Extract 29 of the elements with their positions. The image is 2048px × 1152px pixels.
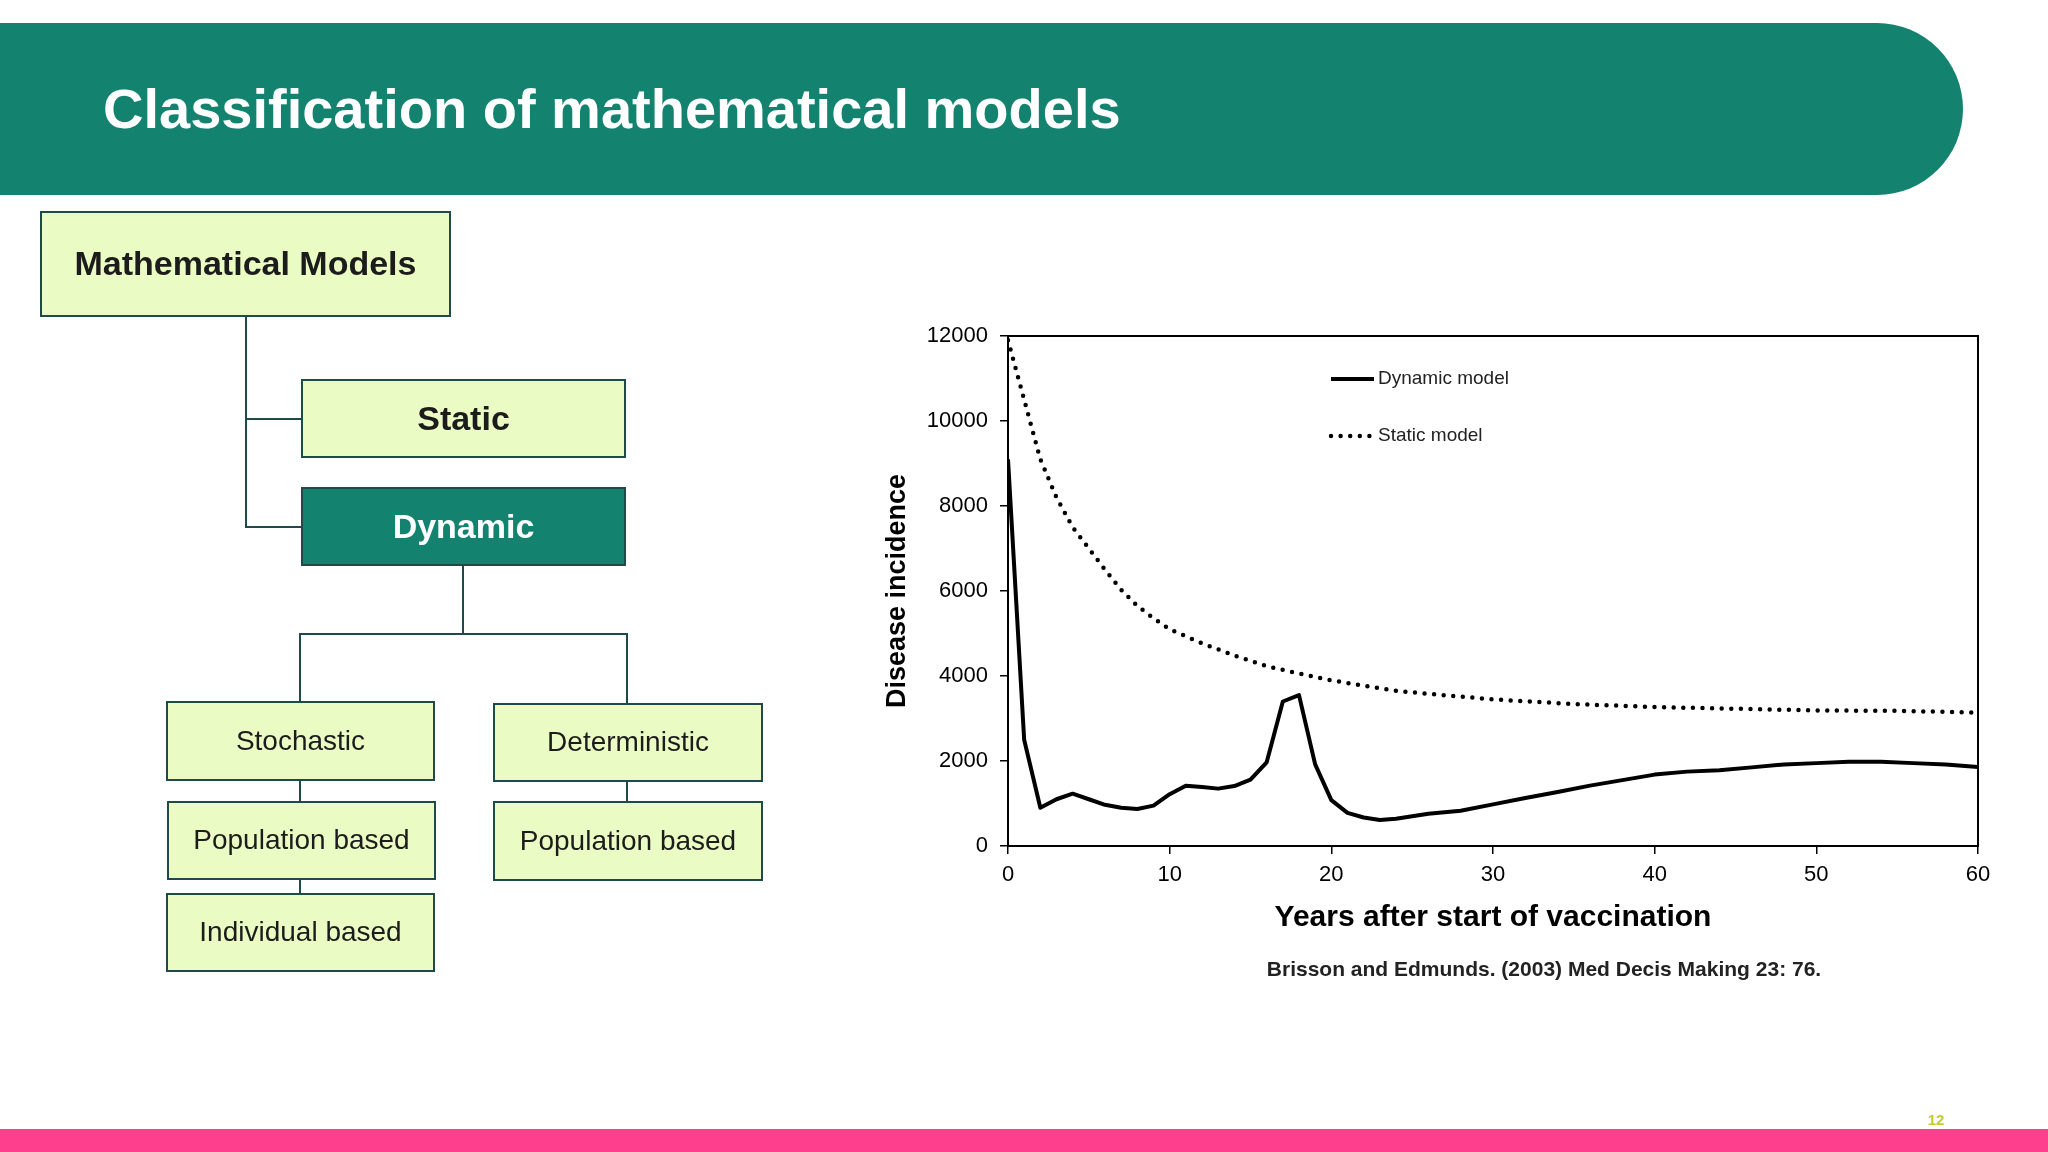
text: Stochastic xyxy=(235,724,366,758)
text: Individual based xyxy=(199,916,402,949)
x-tick-label: 20 xyxy=(1319,861,1344,887)
y-tick-label: 10000 xyxy=(926,407,988,433)
text: Population based xyxy=(519,824,737,858)
y-tick-label: 2000 xyxy=(939,747,988,773)
text: Mathematical Models xyxy=(74,244,417,284)
text: Classification of mathematical models xyxy=(103,77,1121,142)
y-tick-label: 4000 xyxy=(939,662,988,688)
x-tick-label: 60 xyxy=(1965,861,1991,887)
x-tick-label: 0 xyxy=(1001,861,1015,887)
legend-label: Dynamic model xyxy=(1378,367,1509,389)
y-tick-label: 0 xyxy=(975,832,988,858)
legend-label: Static model xyxy=(1378,424,1483,446)
text: Dynamic xyxy=(392,506,535,547)
x-tick-label: 10 xyxy=(1157,861,1182,887)
y-tick-label: 12000 xyxy=(926,322,988,348)
text: Brisson and Edmunds. (2003) Med Decis Making 23: 76. xyxy=(1266,957,1822,982)
x-tick-label: 30 xyxy=(1480,861,1506,887)
text: Static xyxy=(417,398,510,439)
y-axis-title: Disease incidence xyxy=(880,473,911,709)
x-tick-label: 50 xyxy=(1804,861,1829,887)
y-tick-label: 8000 xyxy=(939,492,988,518)
x-axis-title: Years after start of vaccination xyxy=(1274,899,1712,933)
text: Population based xyxy=(193,824,410,857)
y-tick-label: 6000 xyxy=(939,577,988,603)
x-tick-label: 40 xyxy=(1642,861,1667,887)
text: 12 xyxy=(1927,1111,1945,1129)
text: Deterministic xyxy=(547,726,709,759)
